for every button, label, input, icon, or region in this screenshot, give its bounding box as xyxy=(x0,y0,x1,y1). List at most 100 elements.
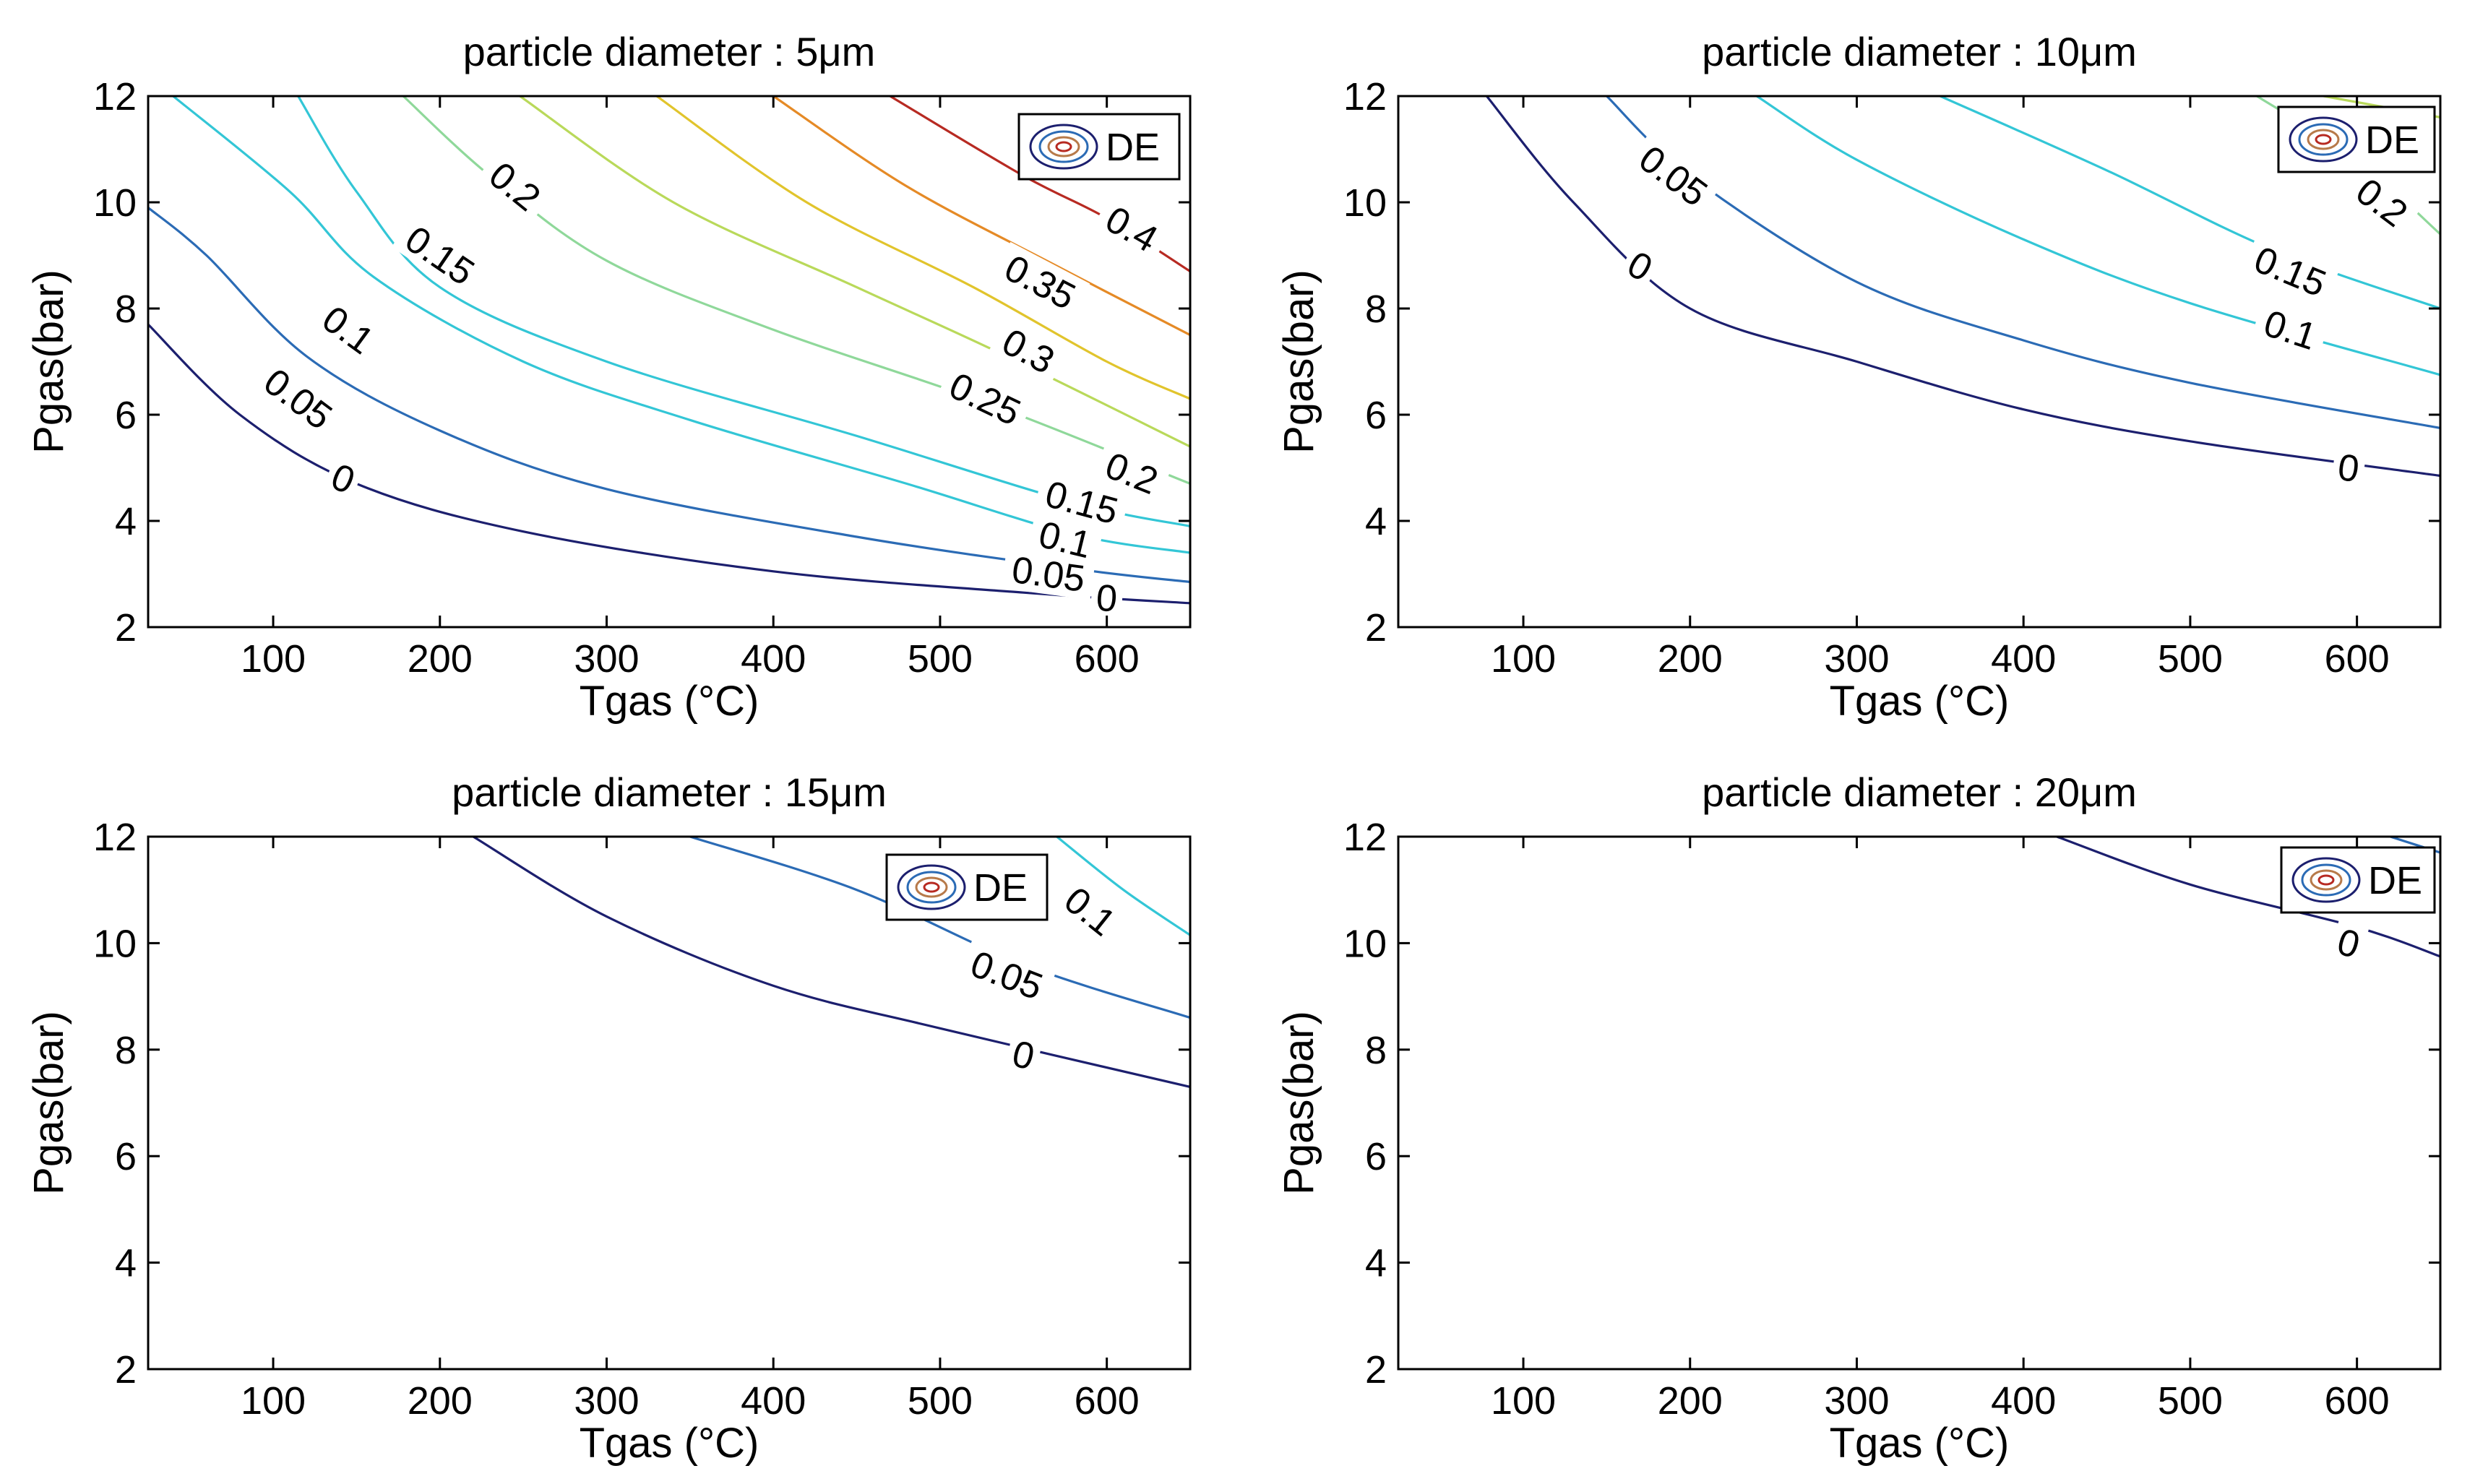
y-axis-label: Pgas(bar) xyxy=(1275,1011,1322,1195)
plot-area xyxy=(1398,96,2440,627)
y-tick-label: 8 xyxy=(115,288,137,331)
contour-lines xyxy=(148,96,1190,605)
x-tick-label: 300 xyxy=(574,637,639,681)
contour-line-0 xyxy=(2056,837,2440,958)
contour-line-0_15 xyxy=(1940,96,2440,310)
y-tick-label: 4 xyxy=(1365,500,1387,543)
y-tick-label: 8 xyxy=(115,1029,137,1072)
x-axis-label: Tgas (°C) xyxy=(580,678,759,725)
contour-legend-icon xyxy=(2291,857,2361,903)
contour-line-0 xyxy=(473,837,1190,1088)
y-tick-label: 6 xyxy=(1365,1135,1387,1178)
contour-label: 0 xyxy=(1095,577,1119,621)
contour-lines xyxy=(473,837,1190,1088)
x-tick-label: 500 xyxy=(2158,637,2223,681)
plot-area xyxy=(148,837,1190,1369)
y-tick-label: 8 xyxy=(1365,288,1387,331)
axes-frame xyxy=(1397,835,2442,1371)
chart-title: particle diameter : 5μm xyxy=(463,29,876,74)
axes-frame xyxy=(1397,95,2442,629)
chart-title: particle diameter : 15μm xyxy=(452,769,887,815)
y-tick-label: 2 xyxy=(1365,1348,1387,1392)
legend-label: DE xyxy=(1106,126,1160,169)
y-tick-label: 6 xyxy=(1365,394,1387,437)
contour-line-0_1 xyxy=(1056,837,1190,936)
plot-area xyxy=(1398,837,2440,1369)
y-tick-label: 12 xyxy=(1343,816,1387,859)
y-tick-label: 10 xyxy=(1343,181,1387,225)
y-axis-label: Pgas(bar) xyxy=(25,1011,72,1195)
contour-legend-icon xyxy=(897,864,966,910)
y-tick-label: 6 xyxy=(115,394,137,437)
legend: DE xyxy=(1017,113,1181,181)
axes-frame xyxy=(147,95,1192,629)
x-tick-label: 400 xyxy=(1991,637,2056,681)
x-tick-label: 200 xyxy=(408,1379,473,1423)
x-tick-label: 300 xyxy=(1824,1379,1889,1423)
contour-legend-icon xyxy=(1029,124,1098,170)
legend: DE xyxy=(885,853,1049,921)
y-tick-label: 8 xyxy=(1365,1029,1387,1072)
x-tick-label: 100 xyxy=(1491,1379,1556,1423)
contour-line-0_35 xyxy=(772,96,1190,337)
y-tick-label: 4 xyxy=(115,1242,137,1285)
legend-box xyxy=(1017,113,1181,181)
x-tick-label: 100 xyxy=(1491,637,1556,681)
y-tick-label: 2 xyxy=(1365,606,1387,650)
contour-line-0 xyxy=(1486,96,2440,478)
contour-labels: 0 xyxy=(2328,918,2370,967)
y-tick-label: 4 xyxy=(1365,1242,1387,1285)
x-tick-label: 600 xyxy=(1075,637,1140,681)
x-tick-label: 300 xyxy=(1824,637,1889,681)
legend: DE xyxy=(2277,105,2436,173)
x-tick-label: 100 xyxy=(241,637,306,681)
legend-label: DE xyxy=(973,866,1028,910)
contour-panel: 000.050.050.10.10.150.150.20.20.250.30.3… xyxy=(25,29,1192,725)
y-tick-label: 2 xyxy=(115,606,137,650)
x-axis-label: Tgas (°C) xyxy=(580,1420,759,1467)
y-tick-label: 10 xyxy=(93,181,137,225)
x-tick-label: 500 xyxy=(2158,1379,2223,1423)
legend: DE xyxy=(2280,846,2436,914)
x-tick-label: 200 xyxy=(1658,637,1723,681)
y-axis-label: Pgas(bar) xyxy=(25,269,72,454)
legend-label: DE xyxy=(2368,859,2422,902)
y-tick-label: 12 xyxy=(93,75,137,118)
contour-line-0_3 xyxy=(655,96,1190,400)
x-tick-label: 300 xyxy=(574,1379,639,1423)
x-tick-label: 400 xyxy=(1991,1379,2056,1423)
axes-frame xyxy=(147,835,1192,1371)
y-tick-label: 12 xyxy=(1343,75,1387,118)
contour-line-0_25 xyxy=(519,96,1190,448)
contour-line-0 xyxy=(148,323,1190,605)
contour-line-0_05 xyxy=(689,837,1190,1019)
x-tick-label: 200 xyxy=(1658,1379,1723,1423)
x-tick-label: 100 xyxy=(241,1379,306,1423)
x-axis-label: Tgas (°C) xyxy=(1830,678,2010,725)
x-tick-label: 200 xyxy=(408,637,473,681)
x-tick-label: 600 xyxy=(2325,1379,2390,1423)
legend-box xyxy=(2280,846,2436,914)
y-tick-label: 10 xyxy=(93,922,137,965)
y-axis-label: Pgas(bar) xyxy=(1275,269,1322,454)
y-tick-label: 2 xyxy=(115,1348,137,1392)
contour-panel: 0 100 200 300 400 500 600 2 4 6 8 10 12 particle diam… xyxy=(1275,769,2442,1467)
x-tick-label: 600 xyxy=(2325,637,2390,681)
x-axis-label: Tgas (°C) xyxy=(1830,1420,2010,1467)
x-tick-label: 400 xyxy=(741,1379,806,1423)
x-tick-label: 500 xyxy=(908,637,973,681)
legend-box xyxy=(885,853,1049,921)
y-tick-label: 12 xyxy=(93,816,137,859)
y-tick-label: 10 xyxy=(1343,922,1387,965)
x-tick-label: 400 xyxy=(741,637,806,681)
y-tick-label: 6 xyxy=(115,1135,137,1178)
chart-title: particle diameter : 20μm xyxy=(1702,769,2137,815)
x-tick-label: 600 xyxy=(1075,1379,1140,1423)
legend-label: DE xyxy=(2365,118,2419,162)
x-tick-label: 500 xyxy=(908,1379,973,1423)
contour-legend-icon xyxy=(2289,116,2358,163)
y-tick-label: 4 xyxy=(115,500,137,543)
